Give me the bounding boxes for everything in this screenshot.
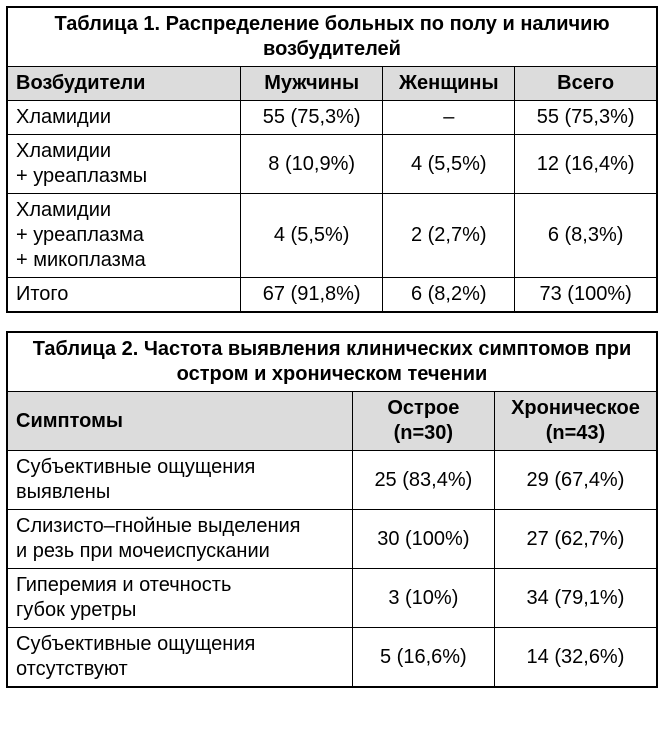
table-1-row-3-m: 67 (91,8%) bbox=[241, 278, 383, 313]
table-1-col-1: Мужчины bbox=[241, 67, 383, 101]
table-1-row-1-f: 4 (5,5%) bbox=[383, 135, 515, 194]
table-2-col-1: Острое(n=30) bbox=[352, 392, 494, 451]
table-2-row-0-label: Субъективные ощущениявыявлены bbox=[7, 451, 352, 510]
table-1-row-2-m: 4 (5,5%) bbox=[241, 194, 383, 278]
table-1-row-0-t: 55 (75,3%) bbox=[515, 101, 657, 135]
table-2-col-2: Хроническое(n=43) bbox=[494, 392, 657, 451]
table-row: Слизисто–гнойные выделенияи резь при моч… bbox=[7, 510, 657, 569]
table-2-row-2-label: Гиперемия и отечностьгубок уретры bbox=[7, 569, 352, 628]
table-2-row-1-a: 30 (100%) bbox=[352, 510, 494, 569]
table-2-col-0: Симптомы bbox=[7, 392, 352, 451]
table-1-header-row: Возбудители Мужчины Женщины Всего bbox=[7, 67, 657, 101]
table-2-row-0-b: 29 (67,4%) bbox=[494, 451, 657, 510]
table-2-row-3-label: Субъективные ощущенияотсутствуют bbox=[7, 628, 352, 688]
table-1-row-1-t: 12 (16,4%) bbox=[515, 135, 657, 194]
table-1-col-0: Возбудители bbox=[7, 67, 241, 101]
table-1-row-0-label: Хламидии bbox=[7, 101, 241, 135]
table-2-row-3-a: 5 (16,6%) bbox=[352, 628, 494, 688]
table-1-row-3-t: 73 (100%) bbox=[515, 278, 657, 313]
table-1-row-2-f: 2 (2,7%) bbox=[383, 194, 515, 278]
table-2-header-row: Симптомы Острое(n=30) Хроническое(n=43) bbox=[7, 392, 657, 451]
table-row: Итого 67 (91,8%) 6 (8,2%) 73 (100%) bbox=[7, 278, 657, 313]
table-row: Субъективные ощущениявыявлены 25 (83,4%)… bbox=[7, 451, 657, 510]
table-1-row-3-f: 6 (8,2%) bbox=[383, 278, 515, 313]
table-1-row-3-label: Итого bbox=[7, 278, 241, 313]
table-1-row-0-m: 55 (75,3%) bbox=[241, 101, 383, 135]
table-1-row-1-label: Хламидии+ уреаплазмы bbox=[7, 135, 241, 194]
table-2-title: Таблица 2. Частота выявления клинических… bbox=[7, 332, 657, 392]
table-row: Субъективные ощущенияотсутствуют 5 (16,6… bbox=[7, 628, 657, 688]
table-1-col-3: Всего bbox=[515, 67, 657, 101]
table-2-row-1-label: Слизисто–гнойные выделенияи резь при моч… bbox=[7, 510, 352, 569]
table-2-title-row: Таблица 2. Частота выявления клинических… bbox=[7, 332, 657, 392]
table-row: Хламидии 55 (75,3%) – 55 (75,3%) bbox=[7, 101, 657, 135]
table-gap bbox=[6, 313, 658, 331]
table-row: Хламидии+ уреаплазма+ микоплазма 4 (5,5%… bbox=[7, 194, 657, 278]
table-1: Таблица 1. Распределение больных по полу… bbox=[6, 6, 658, 313]
table-1-title: Таблица 1. Распределение больных по полу… bbox=[7, 7, 657, 67]
table-2: Таблица 2. Частота выявления клинических… bbox=[6, 331, 658, 688]
table-1-col-2: Женщины bbox=[383, 67, 515, 101]
table-2-row-2-a: 3 (10%) bbox=[352, 569, 494, 628]
table-2-row-3-b: 14 (32,6%) bbox=[494, 628, 657, 688]
table-1-title-row: Таблица 1. Распределение больных по полу… bbox=[7, 7, 657, 67]
table-row: Гиперемия и отечностьгубок уретры 3 (10%… bbox=[7, 569, 657, 628]
table-2-row-0-a: 25 (83,4%) bbox=[352, 451, 494, 510]
table-1-row-2-t: 6 (8,3%) bbox=[515, 194, 657, 278]
table-2-row-1-b: 27 (62,7%) bbox=[494, 510, 657, 569]
table-1-row-1-m: 8 (10,9%) bbox=[241, 135, 383, 194]
table-1-row-0-f: – bbox=[383, 101, 515, 135]
table-row: Хламидии+ уреаплазмы 8 (10,9%) 4 (5,5%) … bbox=[7, 135, 657, 194]
table-2-row-2-b: 34 (79,1%) bbox=[494, 569, 657, 628]
table-1-row-2-label: Хламидии+ уреаплазма+ микоплазма bbox=[7, 194, 241, 278]
